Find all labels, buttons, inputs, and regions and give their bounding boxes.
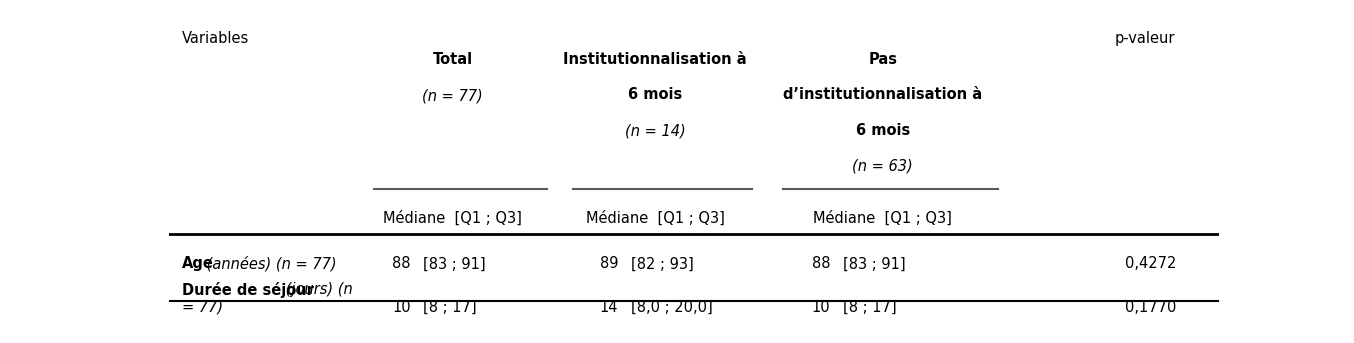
Text: [83 ; 91]: [83 ; 91] (424, 257, 486, 271)
Text: 6 mois: 6 mois (856, 123, 910, 138)
Text: [8 ; 17]: [8 ; 17] (844, 300, 896, 315)
Text: Age: Age (181, 257, 214, 271)
Text: [8,0 ; 20,0]: [8,0 ; 20,0] (631, 300, 712, 315)
Text: 14: 14 (600, 300, 619, 315)
Text: p-valeur: p-valeur (1114, 31, 1175, 46)
Text: Total: Total (432, 52, 473, 67)
Text: = 77): = 77) (181, 300, 223, 315)
Text: [8 ; 17]: [8 ; 17] (424, 300, 477, 315)
Text: Institutionnalisation à: Institutionnalisation à (563, 52, 747, 67)
Text: [83 ; 91]: [83 ; 91] (844, 257, 906, 271)
Text: 6 mois: 6 mois (628, 87, 682, 102)
Text: (n = 14): (n = 14) (624, 123, 685, 138)
Text: 0,1770: 0,1770 (1125, 300, 1177, 315)
Text: Variables: Variables (181, 31, 249, 46)
Text: Age (années) (n = 77): Age (années) (n = 77) (181, 257, 345, 272)
Text: Médiane  [Q1 ; Q3]: Médiane [Q1 ; Q3] (814, 210, 952, 225)
Text: Médiane  [Q1 ; Q3]: Médiane [Q1 ; Q3] (383, 210, 523, 225)
Text: 88: 88 (812, 257, 830, 271)
Text: 10: 10 (391, 300, 410, 315)
Text: 0,4272: 0,4272 (1125, 257, 1177, 271)
Text: (années) (n = 77): (années) (n = 77) (202, 257, 336, 272)
Text: Durée de séjour: Durée de séjour (181, 282, 314, 297)
Text: (jours) (n: (jours) (n (282, 282, 353, 296)
Text: 88: 88 (393, 257, 410, 271)
Text: (n = 77): (n = 77) (422, 89, 483, 104)
Text: Médiane  [Q1 ; Q3]: Médiane [Q1 ; Q3] (586, 210, 724, 225)
Text: Pas: Pas (868, 52, 898, 67)
Text: 89: 89 (600, 257, 619, 271)
Text: [82 ; 93]: [82 ; 93] (631, 257, 693, 271)
Text: d’institutionnalisation à: d’institutionnalisation à (783, 87, 983, 102)
Text: (n = 63): (n = 63) (853, 159, 913, 174)
Text: 10: 10 (811, 300, 830, 315)
